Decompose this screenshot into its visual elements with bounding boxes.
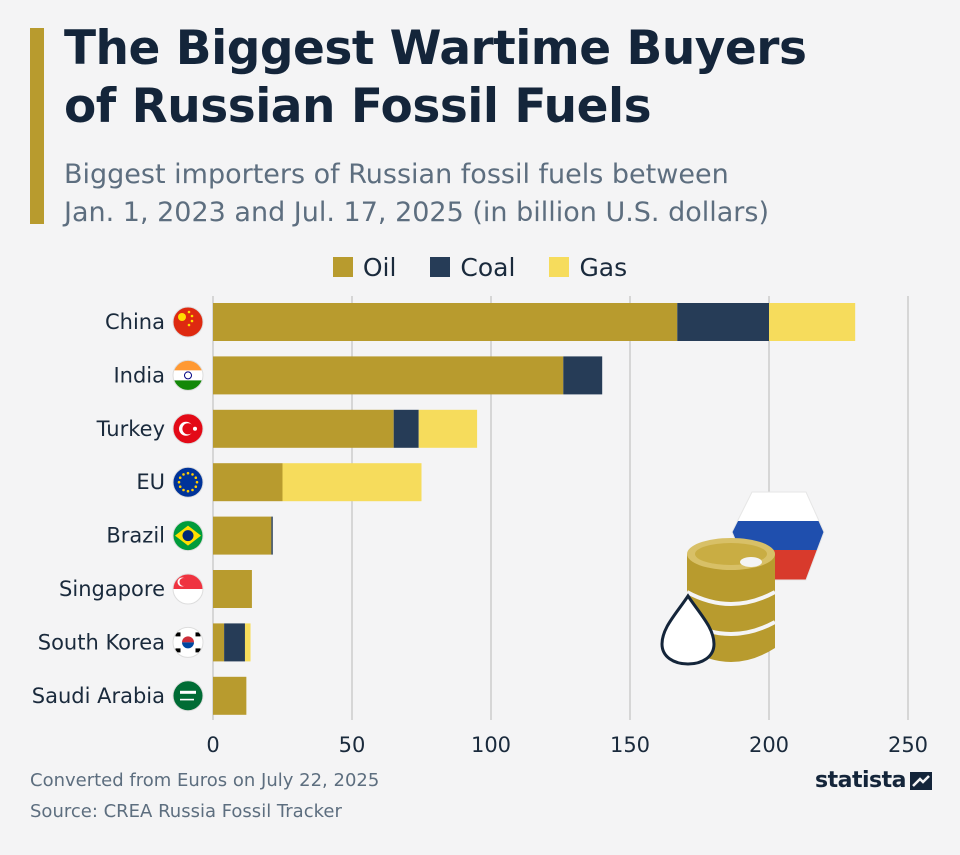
bar-turkey-oil xyxy=(213,409,394,448)
saudi-arabia-flag-icon xyxy=(172,680,204,712)
legend-swatch-oil xyxy=(332,257,353,277)
legend-label-gas: Gas xyxy=(579,252,628,282)
conversion-note: Converted from Euros on July 22, 2025 xyxy=(30,770,380,791)
legend-swatch-coal xyxy=(430,257,451,277)
legend-label-oil: Oil xyxy=(362,252,397,282)
title-line-1: The Biggest Wartime Buyers xyxy=(64,21,807,76)
bar-brazil-oil xyxy=(213,516,272,555)
x-tick-label-200: 200 xyxy=(749,733,789,757)
china-flag-icon xyxy=(172,306,204,338)
x-axis-tick-layer: 0 50 100 150 200 250 xyxy=(206,733,928,757)
bar-singapore-oil xyxy=(213,570,252,608)
legend-item-oil: Oil xyxy=(332,252,397,282)
source-note: Source: CREA Russia Fossil Tracker xyxy=(30,801,342,822)
category-label-south-korea: South Korea xyxy=(38,630,165,654)
bar-brazil-coal xyxy=(271,516,273,555)
category-label-brazil: Brazil xyxy=(106,524,165,548)
bar-china-coal xyxy=(677,303,769,341)
bar-south-korea-oil xyxy=(213,623,225,662)
subtitle-line-2: Jan. 1, 2023 and Jul. 17, 2025 (in billi… xyxy=(64,197,770,228)
bar-layer xyxy=(213,303,856,715)
turkey-flag-icon xyxy=(172,413,204,445)
category-label-layer: China India Turkey EU Brazil Singapore South K… xyxy=(32,310,165,708)
bar-eu-oil xyxy=(213,463,283,502)
legend-label-coal: Coal xyxy=(460,252,516,282)
x-tick-label-250: 250 xyxy=(888,733,928,757)
legend-swatch-gas xyxy=(549,257,570,277)
singapore-flag-icon xyxy=(172,573,204,605)
flag-layer xyxy=(172,306,204,712)
category-label-turkey: Turkey xyxy=(96,417,165,441)
legend-item-coal: Coal xyxy=(430,253,515,282)
oil-barrel-russia-flag-icon xyxy=(660,491,825,666)
subtitle-line-1: Biggest importers of Russian fossil fuel… xyxy=(64,159,729,190)
brand-text: statista xyxy=(815,768,906,793)
legend-item-gas: Gas xyxy=(549,253,627,282)
bar-turkey-gas xyxy=(418,409,478,448)
category-label-saudi-arabia: Saudi Arabia xyxy=(32,684,165,708)
india-flag-icon xyxy=(172,359,204,391)
category-label-singapore: Singapore xyxy=(59,577,165,601)
bar-south-korea-coal xyxy=(224,623,245,662)
chart-title: The Biggest Wartime Buyers of Russian Fo… xyxy=(64,20,944,136)
bar-india-coal xyxy=(563,356,603,395)
statista-logo: statista xyxy=(815,768,932,793)
chart-legend: Oil Coal Gas xyxy=(0,250,960,284)
title-line-2: of Russian Fossil Fuels xyxy=(64,79,652,134)
brazil-flag-icon xyxy=(172,520,204,552)
south-korea-flag-icon xyxy=(172,626,204,658)
title-accent-bar xyxy=(30,28,44,224)
bar-saudi-arabia-oil xyxy=(213,676,247,715)
category-label-india: India xyxy=(113,363,165,387)
eu-flag-icon xyxy=(172,466,204,498)
bar-india-oil xyxy=(213,356,564,395)
x-tick-label-0: 0 xyxy=(206,733,219,757)
bar-south-korea-gas xyxy=(244,623,251,662)
x-tick-label-100: 100 xyxy=(471,733,511,757)
bar-china-gas xyxy=(769,303,856,341)
x-tick-label-50: 50 xyxy=(339,733,366,757)
statista-mark-icon xyxy=(910,771,932,790)
bar-china-oil xyxy=(213,303,678,341)
category-label-china: China xyxy=(105,310,165,334)
chart-subtitle: Biggest importers of Russian fossil fuel… xyxy=(64,156,924,232)
x-tick-label-150: 150 xyxy=(610,733,650,757)
bar-eu-gas xyxy=(282,463,422,502)
bar-turkey-coal xyxy=(393,409,419,448)
category-label-eu: EU xyxy=(136,470,165,494)
